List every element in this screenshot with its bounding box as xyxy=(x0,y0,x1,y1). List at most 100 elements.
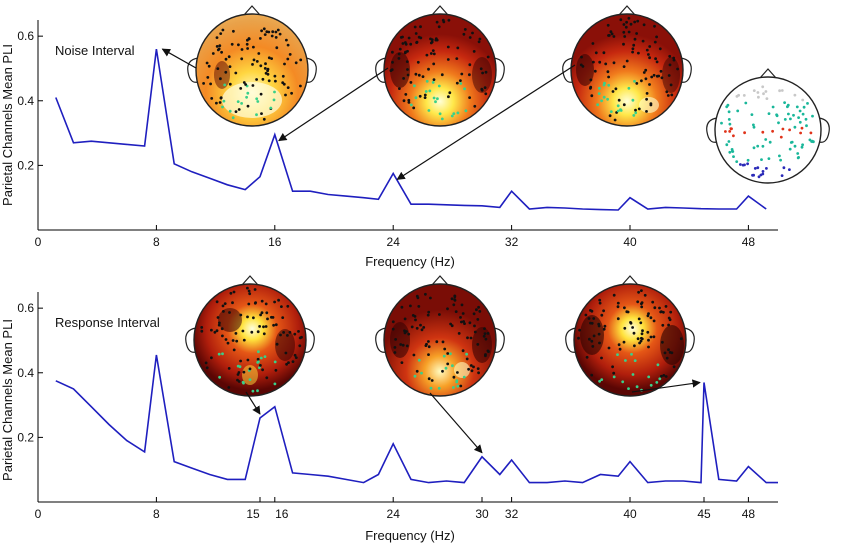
electrode xyxy=(425,79,429,83)
electrode xyxy=(585,355,589,359)
electrode xyxy=(788,128,791,132)
electrode xyxy=(655,35,658,39)
electrode xyxy=(257,350,260,354)
electrode xyxy=(616,353,619,356)
electrode xyxy=(259,37,262,40)
electrode xyxy=(246,91,250,95)
electrode xyxy=(227,55,231,59)
electrode xyxy=(210,356,213,360)
electrode xyxy=(631,326,634,329)
y-axis-label: Parietal Channels Mean PLI xyxy=(0,319,15,481)
electrode xyxy=(265,376,269,380)
electrode xyxy=(261,368,264,372)
electrode xyxy=(391,50,394,54)
electrode xyxy=(764,138,768,141)
electrode xyxy=(658,377,662,381)
electrode xyxy=(437,25,441,29)
electrode xyxy=(401,35,404,39)
electrode xyxy=(232,29,235,33)
electrode xyxy=(483,86,487,89)
electrode xyxy=(202,82,206,85)
electrode xyxy=(602,327,606,331)
electrode xyxy=(476,343,480,346)
ear-right xyxy=(493,57,505,83)
electrode xyxy=(232,348,236,352)
electrode xyxy=(413,84,416,88)
head-outline xyxy=(574,284,686,396)
electrode xyxy=(589,86,592,90)
activity-blob xyxy=(454,362,470,378)
electrode xyxy=(216,48,220,52)
electrode xyxy=(739,163,742,166)
electrode xyxy=(475,308,478,312)
electrode xyxy=(752,125,756,129)
electrode xyxy=(258,325,261,328)
electrode xyxy=(810,140,814,143)
electrode xyxy=(786,103,790,107)
electrode xyxy=(449,322,452,326)
electrode xyxy=(288,53,292,56)
electrode xyxy=(283,62,286,66)
electrode xyxy=(607,346,611,350)
electrode xyxy=(660,374,663,378)
electrode xyxy=(275,46,279,50)
electrode xyxy=(431,49,435,52)
electrode xyxy=(294,356,298,359)
electrode xyxy=(666,94,670,97)
electrode xyxy=(219,32,223,35)
electrode xyxy=(775,113,778,117)
electrode xyxy=(200,326,204,329)
scalp-map xyxy=(565,275,695,397)
electrode xyxy=(448,91,452,95)
pointer-arrow xyxy=(631,379,701,393)
electrode xyxy=(419,323,422,327)
electrode xyxy=(277,298,280,302)
electrode xyxy=(246,358,250,362)
electrode xyxy=(743,163,746,167)
pointer-arrow xyxy=(161,48,197,69)
electrode xyxy=(472,50,476,53)
electrode xyxy=(238,365,242,369)
electrode xyxy=(606,70,610,74)
electrode xyxy=(228,311,231,314)
electrode xyxy=(264,302,268,306)
electrode xyxy=(801,112,805,116)
electrode xyxy=(618,347,622,351)
electrode xyxy=(612,293,616,297)
electrode xyxy=(215,329,219,333)
electrode xyxy=(487,350,490,353)
electrode xyxy=(473,324,476,328)
electrode xyxy=(441,18,445,22)
electrode xyxy=(600,99,603,103)
electrode xyxy=(224,70,228,74)
electrode xyxy=(622,42,625,46)
electrode xyxy=(602,95,606,99)
electrode xyxy=(672,56,676,60)
electrode xyxy=(607,75,610,79)
electrode xyxy=(270,57,273,60)
electrode xyxy=(256,330,260,334)
electrode xyxy=(623,306,626,310)
electrode xyxy=(632,43,636,47)
electrode xyxy=(405,344,409,348)
electrode xyxy=(259,64,263,68)
electrode xyxy=(404,41,407,44)
electrode xyxy=(609,30,613,34)
y-ticks: 0.2 0.4 0.6 xyxy=(17,29,43,172)
electrode xyxy=(730,127,733,131)
electrode xyxy=(477,371,480,375)
head-outline xyxy=(384,14,496,126)
electrode xyxy=(736,109,740,113)
electrode xyxy=(634,111,638,115)
electrode xyxy=(793,144,797,148)
electrode xyxy=(245,42,249,46)
activity-blob xyxy=(390,52,410,88)
electrode xyxy=(638,341,641,345)
electrode xyxy=(767,112,771,115)
electrode xyxy=(484,70,488,74)
electrode xyxy=(410,325,414,329)
electrode xyxy=(619,108,622,112)
electrode xyxy=(452,386,455,389)
electrode xyxy=(676,67,679,71)
electrode xyxy=(662,374,666,377)
